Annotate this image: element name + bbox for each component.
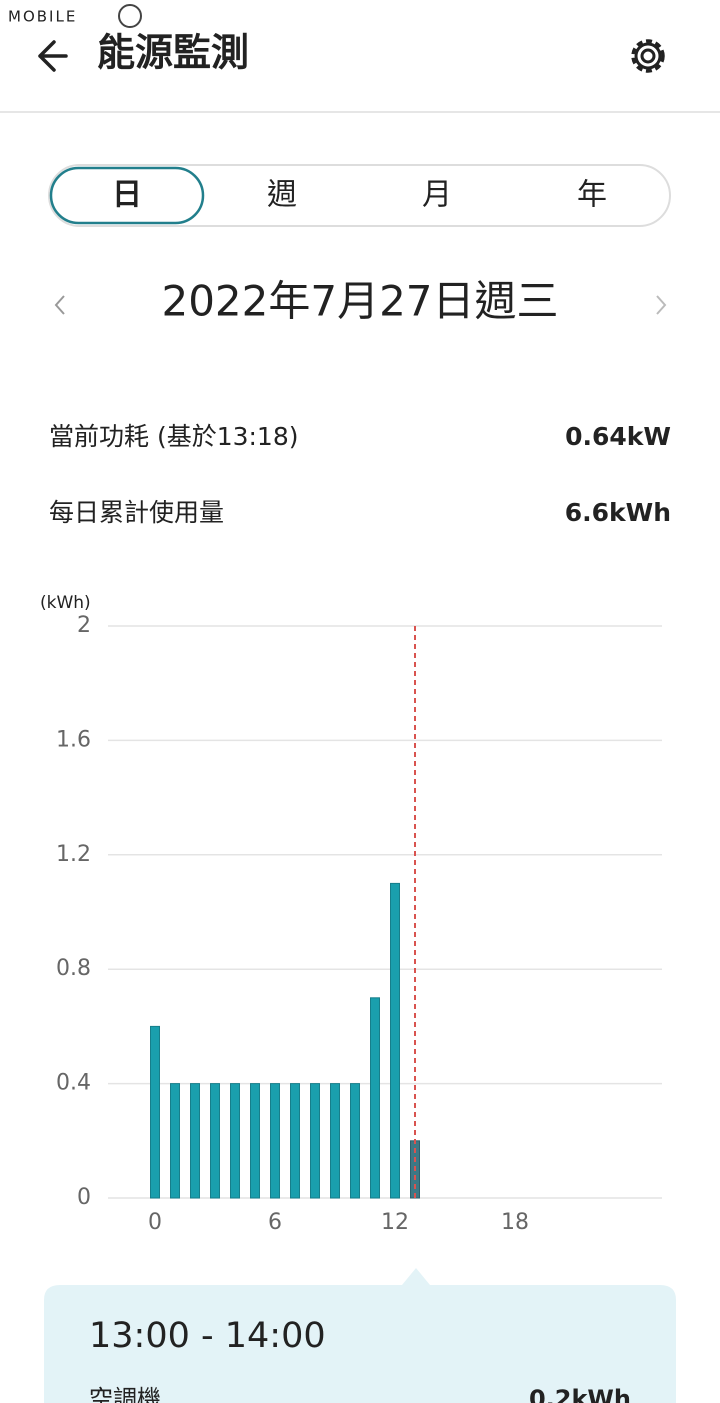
stat-value: 0.64kW bbox=[565, 422, 671, 451]
bar bbox=[310, 1083, 320, 1199]
bar bbox=[350, 1083, 360, 1199]
back-button[interactable] bbox=[38, 40, 68, 72]
y-tick-label: 0 bbox=[77, 1185, 91, 1210]
prev-date[interactable] bbox=[54, 295, 65, 315]
detail-card bbox=[44, 1268, 676, 1403]
detail-time: 13:00 - 14:00 bbox=[89, 1316, 326, 1356]
y-tick-label: 2 bbox=[77, 613, 91, 638]
tab[interactable]: 月 bbox=[422, 178, 452, 213]
bar bbox=[210, 1083, 220, 1199]
date: 2022年7月27日週三 bbox=[161, 277, 558, 326]
watermark: MOBILE bbox=[8, 8, 77, 26]
y-tick-label: 0.4 bbox=[56, 1071, 91, 1096]
bar bbox=[330, 1083, 340, 1199]
x-tick-label: 12 bbox=[381, 1210, 409, 1235]
tab-bar bbox=[48, 164, 671, 227]
tab[interactable]: 年 bbox=[577, 178, 607, 213]
y-tick-label: 1.2 bbox=[56, 842, 91, 867]
tab-selected[interactable] bbox=[49, 166, 205, 225]
page-title: 能源監測 bbox=[97, 31, 249, 75]
bar bbox=[370, 997, 380, 1199]
bar bbox=[290, 1083, 300, 1199]
stat-label: 每日累計使用量 bbox=[49, 498, 224, 527]
bar bbox=[390, 882, 400, 1199]
bar bbox=[250, 1083, 260, 1199]
detail-label: 空調機 bbox=[89, 1385, 161, 1403]
detail-value: 0.2kWh bbox=[529, 1385, 631, 1403]
bar bbox=[230, 1083, 240, 1199]
stat-label: 當前功耗 (基於13:18) bbox=[49, 422, 299, 451]
bar bbox=[190, 1083, 200, 1199]
watermark-logo bbox=[118, 4, 142, 28]
x-tick-label: 0 bbox=[148, 1210, 162, 1235]
y-tick-label: 0.8 bbox=[56, 956, 91, 981]
tab[interactable]: 週 bbox=[267, 178, 297, 213]
y-unit-label: (kWh) bbox=[40, 593, 91, 613]
stat-value: 6.6kWh bbox=[565, 498, 671, 527]
next-date[interactable] bbox=[656, 295, 667, 315]
x-tick-label: 18 bbox=[501, 1210, 529, 1235]
x-tick-label: 6 bbox=[268, 1210, 282, 1235]
bar bbox=[170, 1083, 180, 1199]
bar bbox=[150, 1025, 160, 1199]
bar bbox=[270, 1083, 280, 1199]
settings-button[interactable] bbox=[631, 39, 665, 73]
y-tick-label: 1.6 bbox=[56, 727, 91, 752]
tab[interactable]: 日 bbox=[112, 178, 142, 213]
